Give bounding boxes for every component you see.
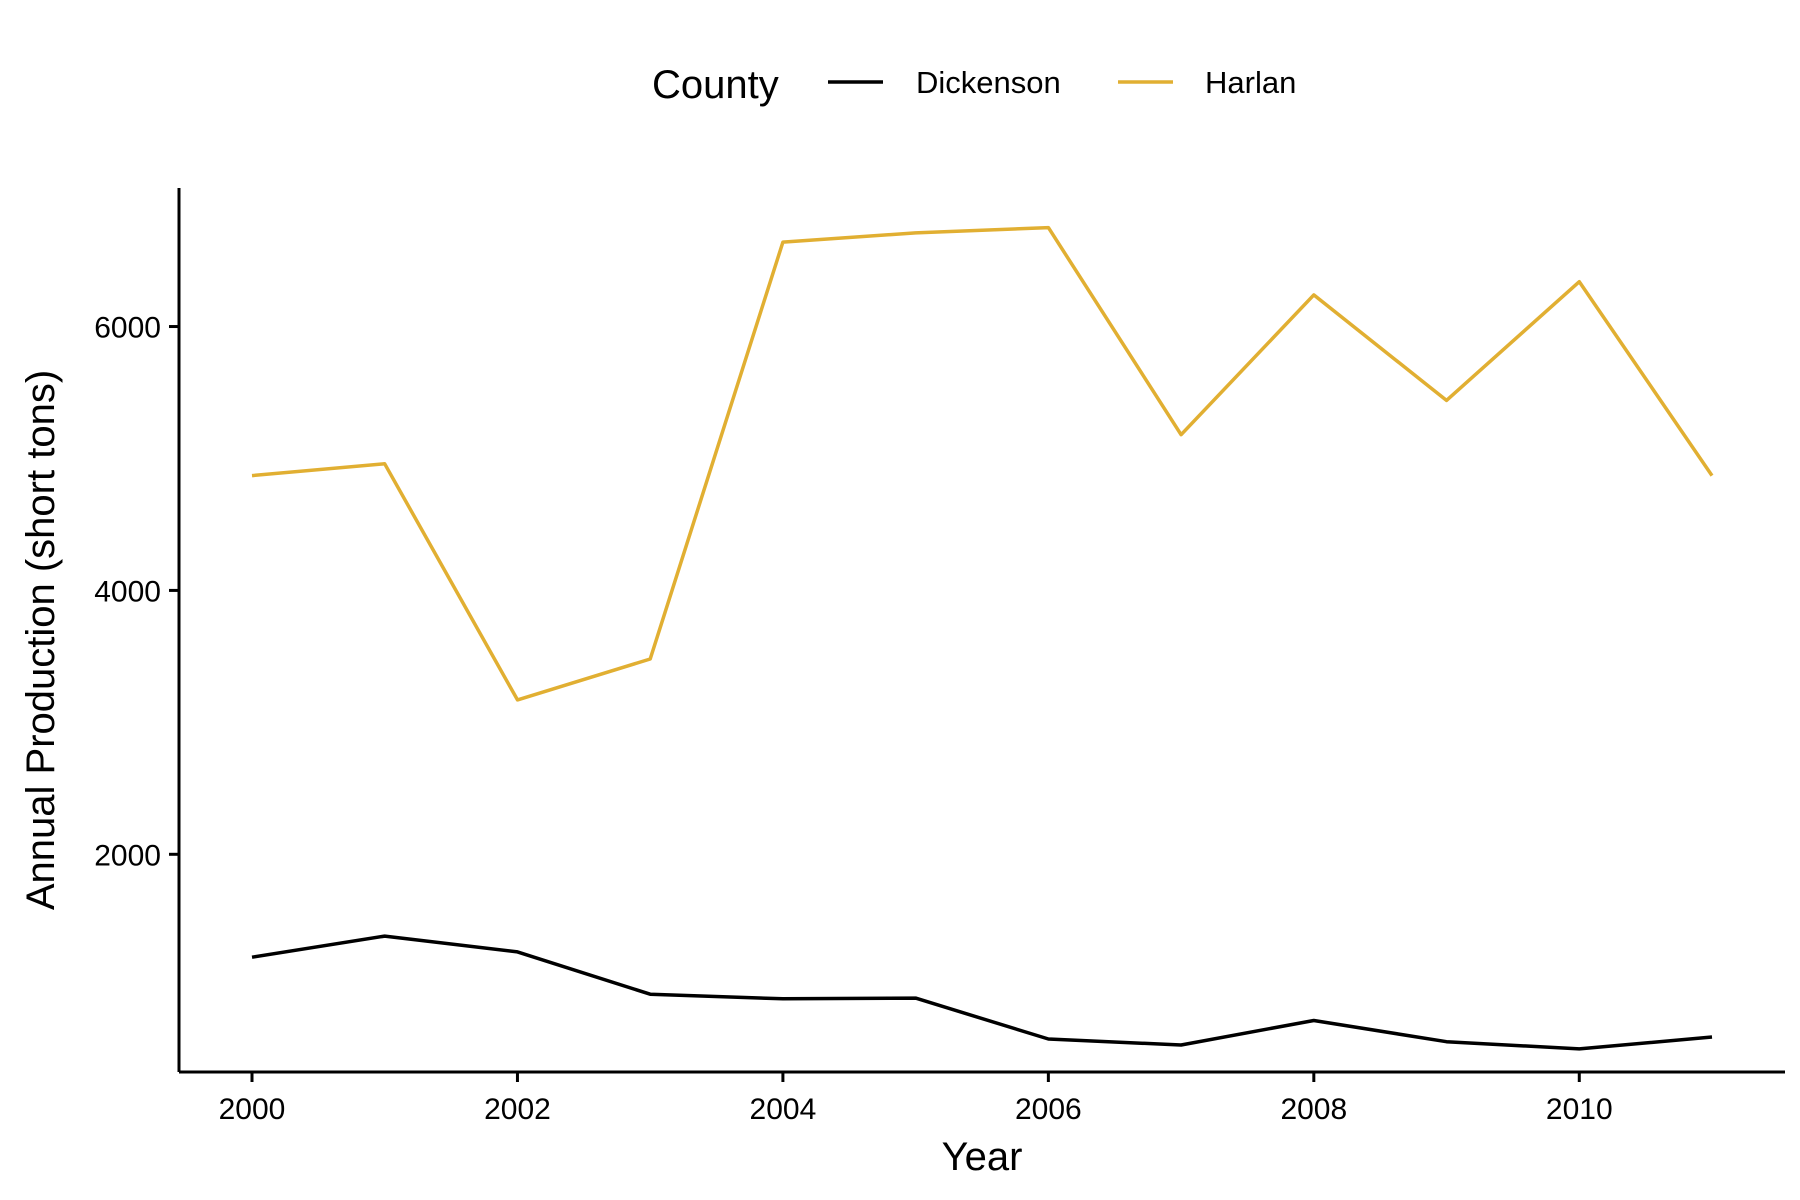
y-axis-title: Annual Production (short tons) [19, 370, 63, 910]
legend: County Dickenson Harlan [652, 63, 1296, 107]
x-tick-label: 2010 [1546, 1093, 1613, 1126]
x-tick-label: 2006 [1015, 1093, 1082, 1126]
x-tick-label: 2008 [1280, 1093, 1347, 1126]
y-tick-label: 6000 [94, 312, 161, 345]
y-tick-label: 4000 [94, 575, 161, 608]
legend-title: County [652, 63, 779, 107]
x-tick-label: 2000 [219, 1093, 286, 1126]
x-axis-title: Year [942, 1135, 1023, 1179]
legend-label-dickenson: Dickenson [916, 65, 1061, 100]
x-tick-label: 2004 [750, 1093, 817, 1126]
series-line-dickenson [251, 934, 1713, 1051]
series-line-harlan [251, 225, 1714, 702]
legend-label-harlan: Harlan [1205, 65, 1296, 100]
y-tick-label: 2000 [94, 839, 161, 872]
x-tick-label: 2002 [484, 1093, 551, 1126]
